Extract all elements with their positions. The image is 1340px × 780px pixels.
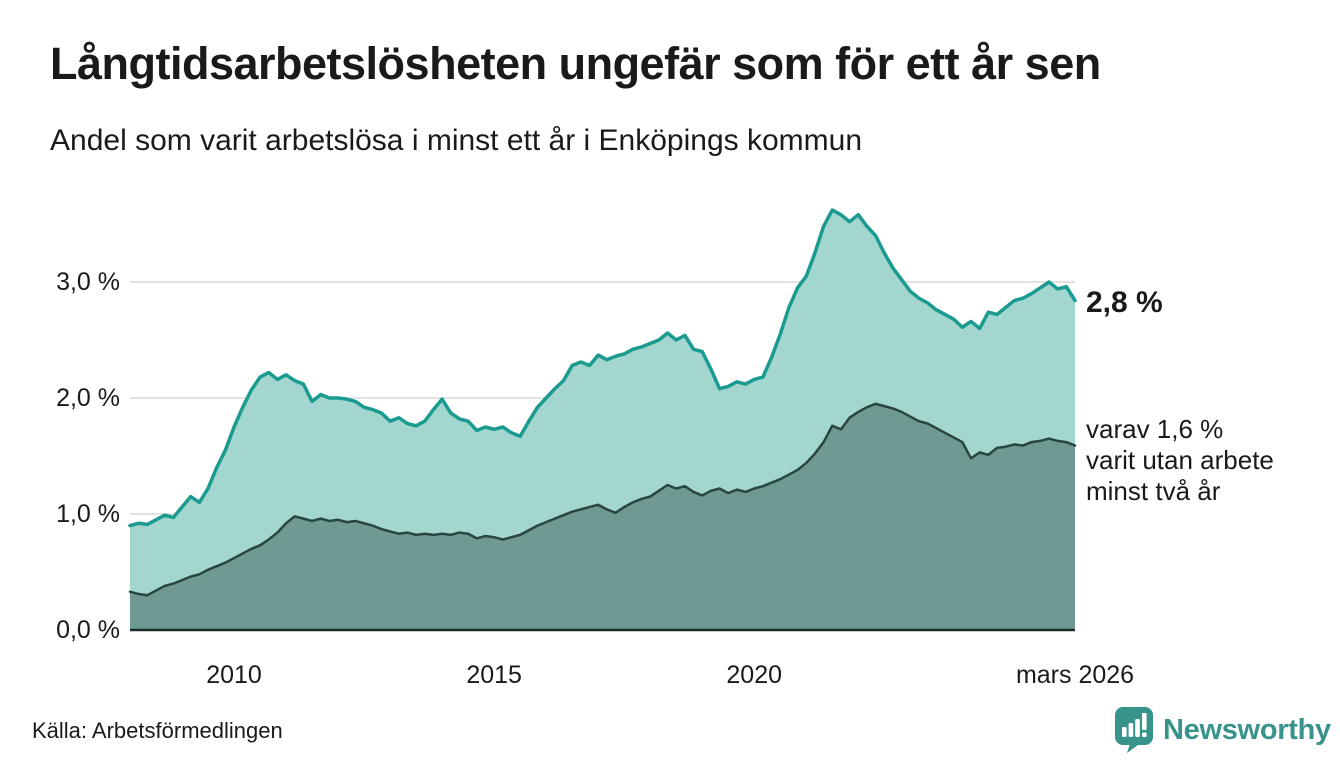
x-axis-label-2015: 2015 bbox=[466, 661, 522, 689]
newsworthy-logo-text: Newsworthy bbox=[1163, 713, 1331, 746]
area-series-2 bbox=[130, 403, 1075, 630]
y-axis-label-3: 3,0 % bbox=[56, 268, 120, 296]
x-axis-label-2020: 2020 bbox=[726, 661, 783, 689]
line-series-2 bbox=[128, 402, 1077, 597]
source-note: Källa: Arbetsförmedlingen bbox=[32, 718, 283, 743]
secondary-value-annotation: varav 1,6 % varit utan arbete minst två … bbox=[1086, 414, 1274, 506]
x-axis-label-2010: 2010 bbox=[206, 661, 262, 689]
page-title: Långtidsarbetslösheten ungefär som för e… bbox=[50, 38, 1101, 89]
latest-value-annotation: 2,8 % bbox=[1086, 286, 1163, 319]
y-axis-label-2: 2,0 % bbox=[56, 384, 120, 412]
newsworthy-logo-icon bbox=[1115, 707, 1153, 753]
newsworthy-logo: Newsworthy bbox=[1114, 706, 1331, 754]
x-axis-label-mars-2026: mars 2026 bbox=[1015, 661, 1135, 689]
y-axis-label-1: 1,0 % bbox=[56, 500, 120, 528]
page-subtitle: Andel som varit arbetslösa i minst ett å… bbox=[50, 124, 863, 157]
y-axis-label-0: 0,0 % bbox=[56, 616, 120, 644]
line-series-1 bbox=[128, 208, 1077, 528]
